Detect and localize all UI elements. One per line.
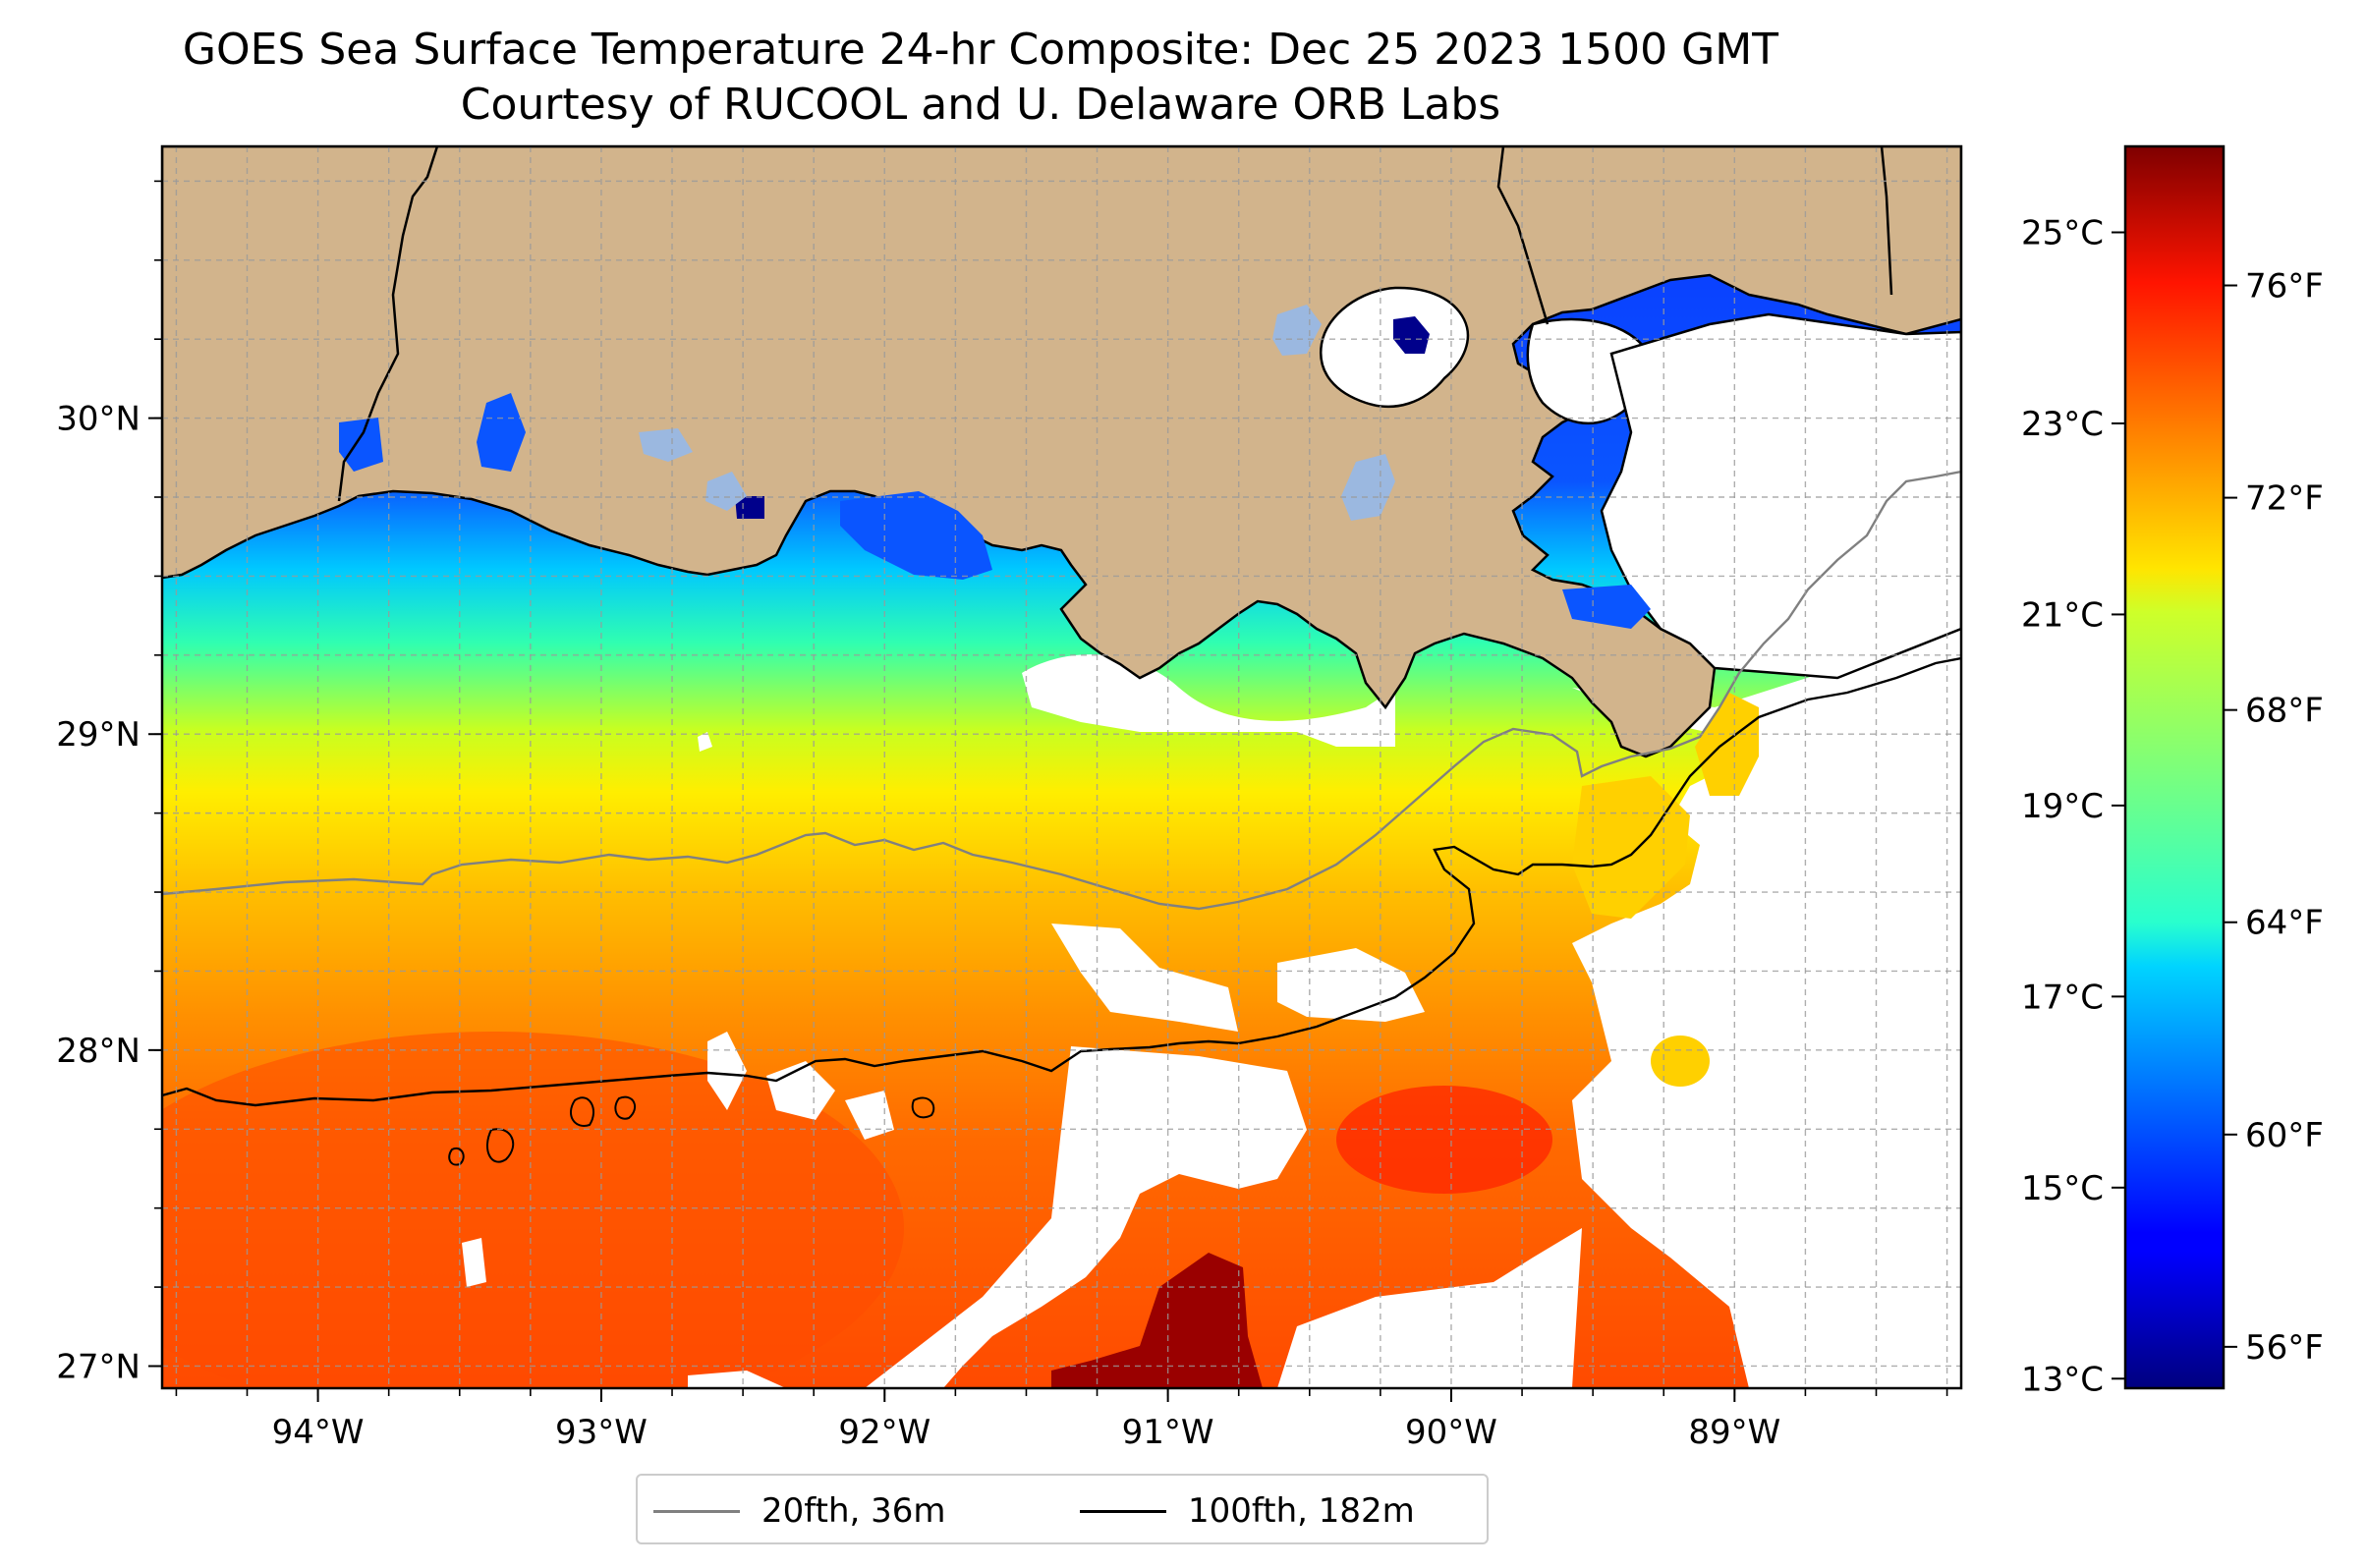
contour-legend: 20fth, 36m 100fth, 182m [636,1474,1489,1544]
lake-borgne [1526,317,1652,425]
chart-title: GOES Sea Surface Temperature 24-hr Compo… [182,25,1779,75]
colorbar-celsius-label: 21°C [2021,595,2104,635]
lake-pontchartrain [1319,286,1470,408]
legend-item-20fth: 20fth, 36m [653,1489,946,1533]
x-tick-label: 92°W [838,1413,930,1452]
lat-lon-grid [162,146,1961,1388]
x-tick-label: 94°W [272,1413,365,1452]
colorbar-fahrenheit-axis: 56°F 60°F 64°F 68°F 72°F 76°F [2224,267,2324,1368]
sst-east-patches [1572,693,1759,1087]
colorbar-celsius-label: 15°C [2021,1169,2104,1208]
legend-swatch-100fth [1080,1509,1166,1513]
legend-label-20fth: 20fth, 36m [761,1491,946,1531]
no-data-regions [462,629,1961,1388]
map-frame [160,144,1963,1390]
colorbar-celsius-label: 23°C [2021,405,2104,444]
map-area [162,146,1961,1388]
sst-hot-patch [1336,1086,1552,1194]
legend-swatch-20fth [653,1509,740,1513]
state-boundaries [337,146,1893,502]
breton-sound [1600,312,1961,680]
colorbar-fahrenheit-label: 72°F [2245,479,2324,519]
colorbar-celsius-label: 17°C [2021,978,2104,1017]
x-tick-label: 91°W [1122,1413,1214,1452]
chart-subtitle: Courtesy of RUCOOL and U. Delaware ORB L… [460,80,1501,130]
legend-label-100fth: 100fth, 182m [1188,1491,1415,1531]
colorbar-celsius-label: 19°C [2021,787,2104,826]
colorbar [2123,144,2226,1390]
x-tick-label: 89°W [1688,1413,1780,1452]
colorbar-fahrenheit-label: 60°F [2245,1116,2324,1155]
contour-20fth [162,470,1961,911]
colorbar-celsius-label: 13°C [2021,1360,2104,1399]
colorbar-fahrenheit-label: 76°F [2245,267,2324,307]
contour-100fth [162,656,1961,1107]
colorbar-celsius-label: 25°C [2021,214,2104,253]
coastal-lakes [339,305,1651,629]
sst-warm-patch [162,1032,904,1388]
x-tick-label: 93°W [555,1413,648,1452]
x-tick-label: 90°W [1405,1413,1497,1452]
legend-item-100fth: 100fth, 182m [1080,1489,1415,1533]
sst-hottest-core [1051,1253,1263,1388]
y-tick-label: 27°N [56,1347,141,1386]
latitude-axis: 30°N 29°N 28°N 27°N [56,180,162,1386]
colorbar-fahrenheit-label: 64°F [2245,904,2324,943]
colorbar-fahrenheit-label: 56°F [2245,1328,2324,1368]
y-tick-label: 29°N [56,715,141,755]
colorbar-celsius-axis: 13°C 15°C 17°C 19°C 21°C 23°C 25°C [2021,214,2125,1399]
colorbar-fahrenheit-label: 68°F [2245,692,2324,731]
longitude-axis: 94°W 93°W 92°W 91°W 90°W 89°W [175,1388,1948,1452]
y-tick-label: 28°N [56,1032,141,1071]
y-tick-label: 30°N [56,400,141,439]
